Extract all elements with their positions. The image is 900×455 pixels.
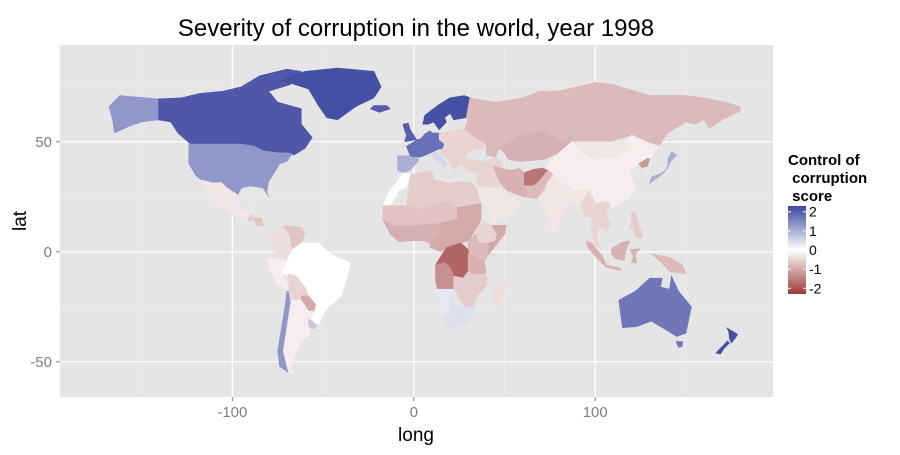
region-argentina bbox=[282, 299, 317, 374]
region-honduras bbox=[252, 217, 264, 226]
y-axis-label: lat bbox=[10, 210, 31, 231]
legend-tick-label: -1 bbox=[809, 261, 822, 277]
region-new-zealand-south bbox=[715, 340, 730, 355]
region-south-africa bbox=[443, 299, 474, 329]
region-spain bbox=[397, 155, 420, 173]
region-alaska bbox=[108, 95, 159, 134]
region-scandinavia bbox=[422, 95, 471, 130]
region-south-korea bbox=[642, 166, 650, 177]
legend-tick-label: -2 bbox=[809, 280, 822, 296]
region-japan bbox=[649, 151, 678, 184]
map-regions bbox=[108, 67, 741, 374]
region-united-kingdom bbox=[402, 122, 417, 143]
chart-title: Severity of corruption in the world, yea… bbox=[178, 15, 654, 42]
legend-ticks: 2 1 0 -1 -2 bbox=[788, 204, 822, 296]
y-tick-label: 50 bbox=[35, 134, 52, 151]
legend-title-line-1: Control of bbox=[788, 152, 861, 169]
region-united-states bbox=[188, 143, 293, 198]
legend-tick-label: 2 bbox=[809, 204, 817, 220]
region-philippines bbox=[629, 211, 643, 239]
region-borneo bbox=[611, 240, 631, 261]
region-uruguay bbox=[308, 318, 318, 330]
legend-tick-label: 0 bbox=[809, 242, 817, 258]
region-madagascar bbox=[493, 277, 506, 308]
legend-tick-label: 1 bbox=[809, 223, 817, 239]
region-mexico bbox=[201, 179, 257, 220]
legend-colorbar bbox=[788, 206, 806, 294]
region-saudi-arabia bbox=[476, 186, 522, 224]
region-new-zealand-north bbox=[726, 327, 738, 344]
region-north-korea bbox=[638, 158, 650, 169]
region-tasmania bbox=[675, 341, 684, 348]
region-sulawesi bbox=[629, 248, 641, 264]
legend: Control of corruption score 2 1 0 -1 -2 bbox=[788, 152, 867, 296]
region-western-europe bbox=[397, 130, 445, 158]
x-axis-label: long bbox=[398, 425, 434, 446]
region-papua-new-guinea bbox=[651, 253, 687, 275]
region-southern-africa bbox=[453, 271, 488, 308]
legend-title-line-3: score bbox=[788, 188, 832, 205]
region-greenland bbox=[280, 67, 382, 121]
x-tick-label: -100 bbox=[217, 404, 247, 421]
legend-title-line-2: corruption bbox=[788, 170, 867, 187]
region-australia bbox=[618, 275, 692, 337]
region-central-africa bbox=[429, 203, 482, 253]
region-indonesia bbox=[585, 240, 621, 271]
x-tick-label: 100 bbox=[583, 404, 608, 421]
region-southeast-asia bbox=[580, 189, 612, 249]
axis-ticks: -100 0 100 50 0 -50 bbox=[30, 134, 607, 421]
x-tick-label: 0 bbox=[410, 404, 418, 421]
region-italy bbox=[426, 150, 448, 169]
y-tick-label: -50 bbox=[30, 354, 52, 371]
y-tick-label: 0 bbox=[44, 244, 52, 261]
region-iceland bbox=[369, 105, 391, 113]
